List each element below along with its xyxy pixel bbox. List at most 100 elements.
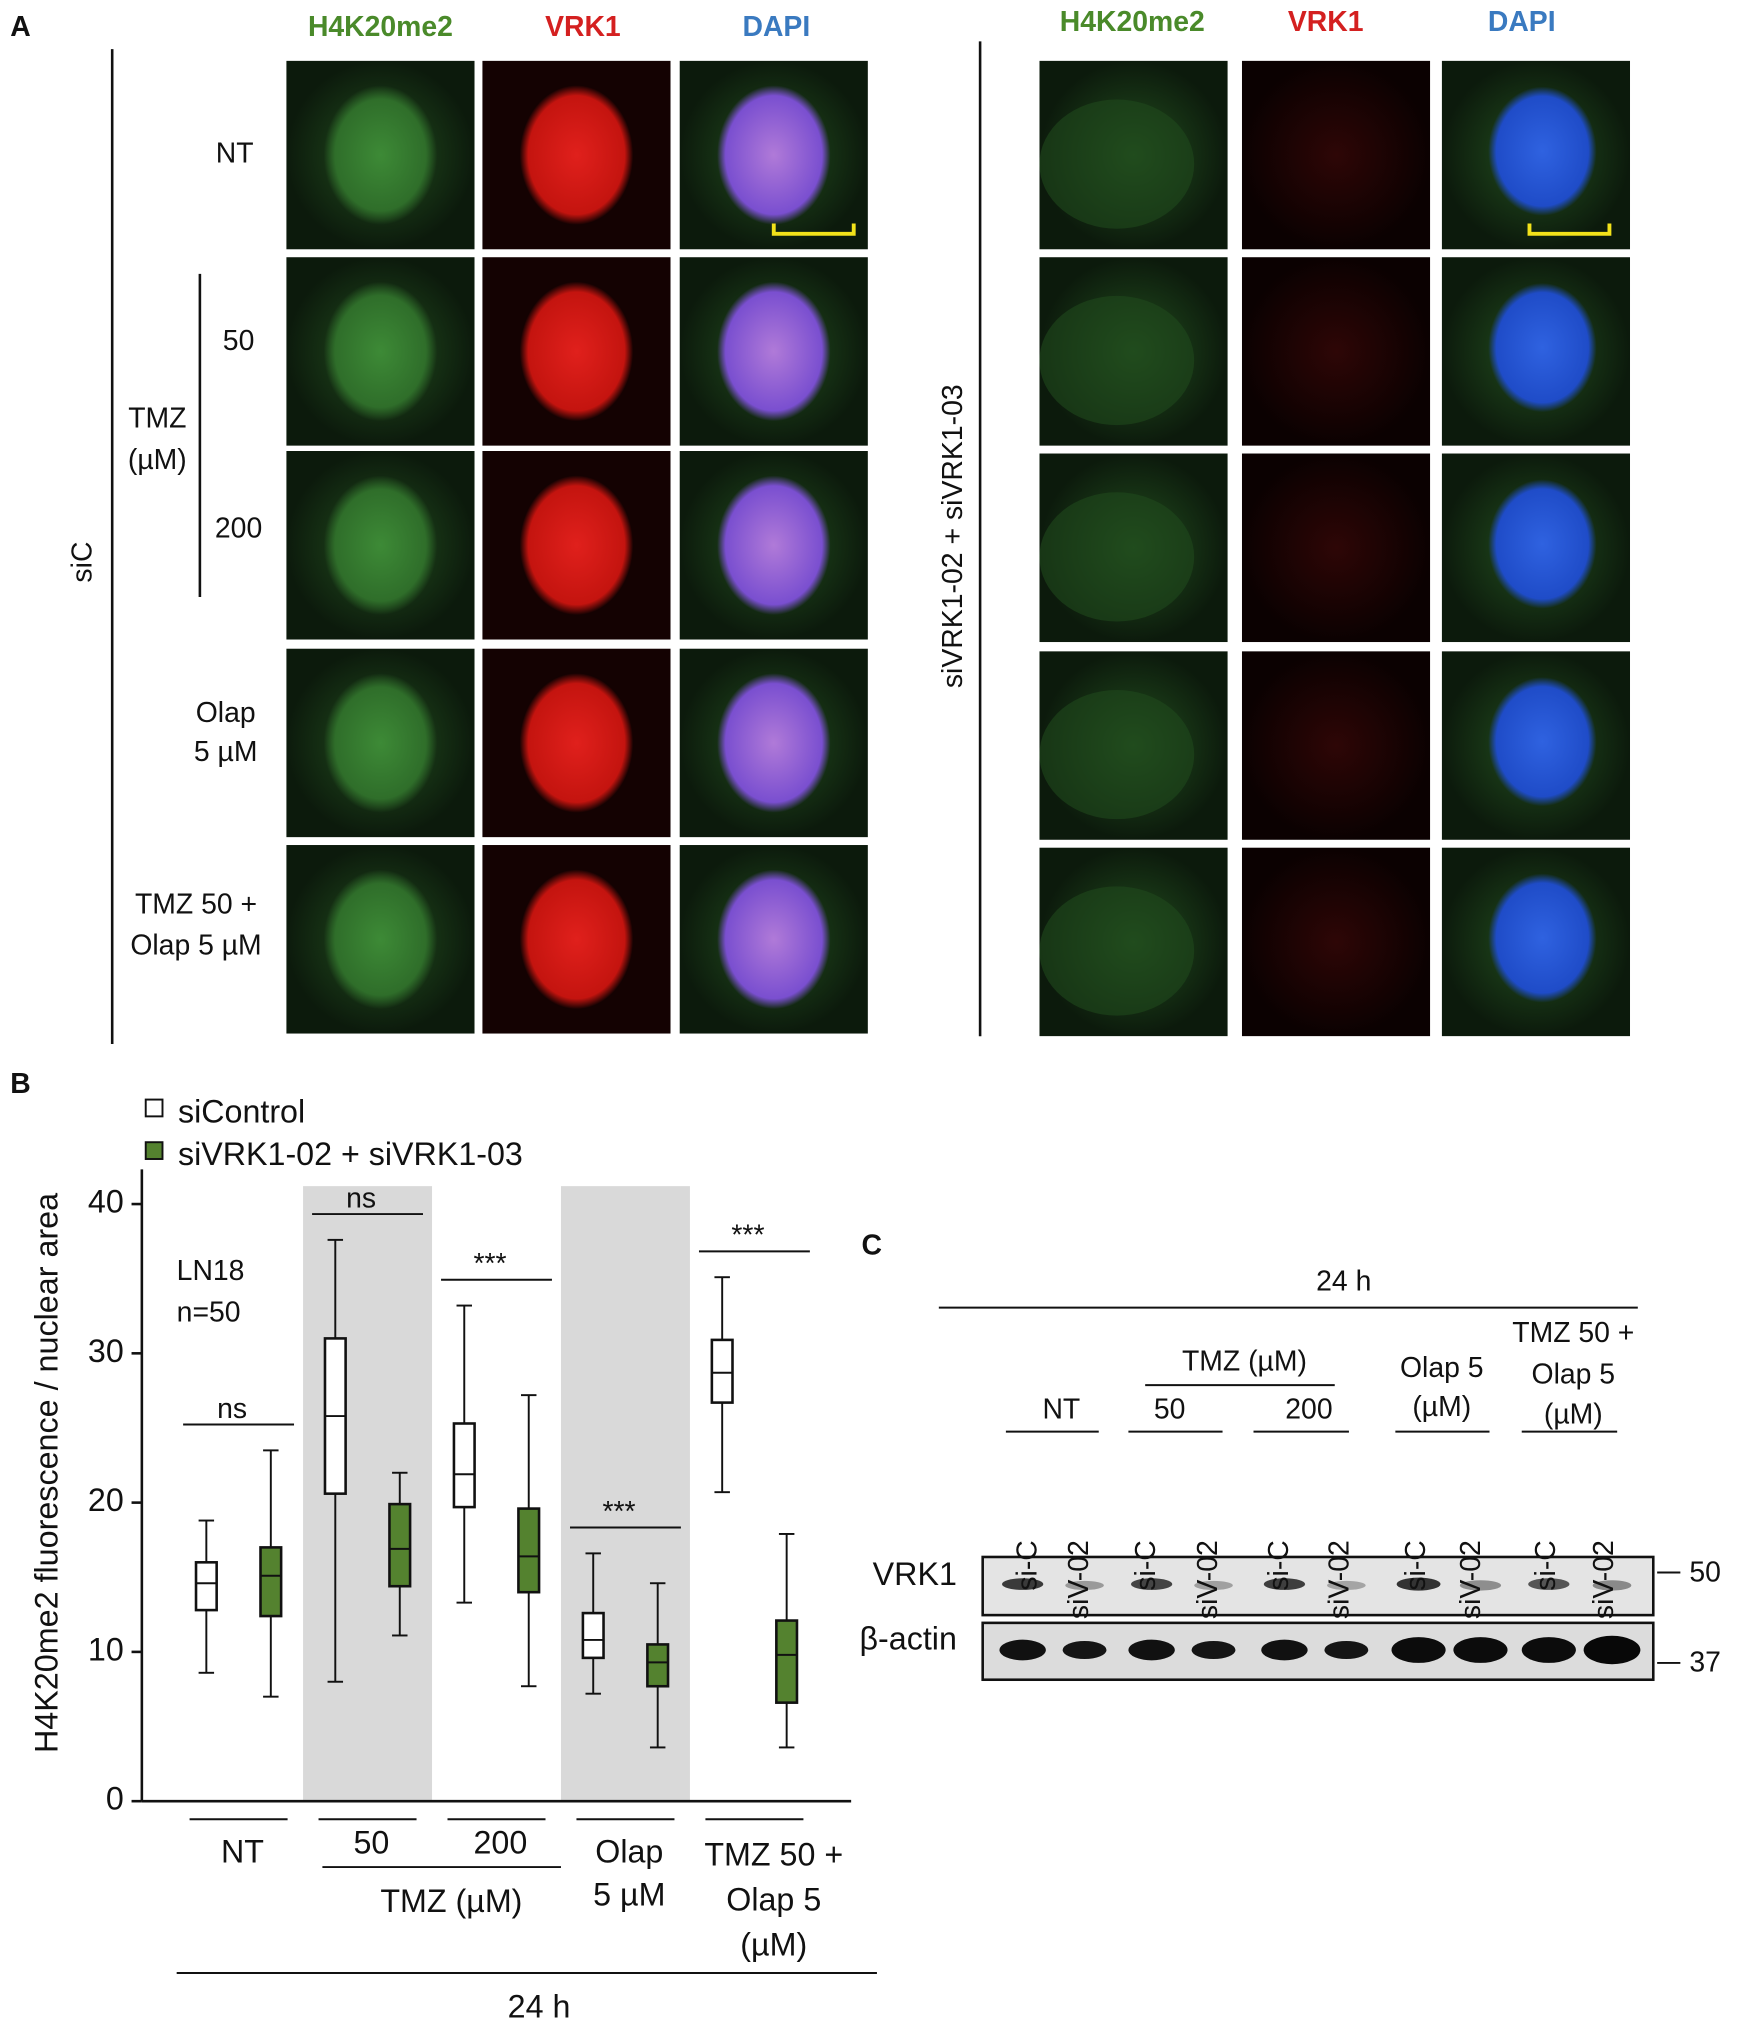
band [1521, 1637, 1576, 1663]
micrograph [1441, 257, 1631, 446]
micrograph [1039, 651, 1228, 840]
time-label: 24 h [1316, 1266, 1371, 1298]
row-label: TMZ 50 + [135, 888, 257, 920]
scale-bar [771, 223, 856, 236]
row-label: 200 [215, 512, 262, 544]
x-group-label: TMZ (µM) [380, 1883, 522, 1919]
micrograph [1441, 60, 1631, 250]
micrograph [679, 648, 868, 838]
box [775, 1619, 799, 1704]
box [646, 1643, 670, 1688]
significance-label: ns [346, 1182, 376, 1214]
column-header: DAPI [742, 11, 810, 43]
x-tick-label: TMZ 50 + [704, 1836, 843, 1872]
marker-label: 50 [1689, 1556, 1721, 1588]
significance-label: ns [217, 1393, 247, 1425]
column-header: H4K20me2 [308, 11, 453, 43]
micrograph [482, 60, 671, 250]
group-label: Olap 5 [1532, 1359, 1616, 1391]
footer: 24 h [508, 1989, 571, 2025]
row-label: TMZ [128, 402, 186, 434]
annotation: LN18 [177, 1255, 245, 1287]
significance-label: *** [731, 1220, 764, 1252]
micrograph [482, 845, 671, 1034]
micrograph [679, 845, 868, 1034]
box [259, 1546, 283, 1618]
x-tick-label: NT [221, 1834, 264, 1870]
micrograph [1039, 847, 1228, 1037]
lane-label: si-C [1130, 1540, 1162, 1590]
micrograph [1441, 651, 1631, 840]
band [1263, 1578, 1306, 1590]
micrograph [1039, 257, 1228, 446]
band [1130, 1578, 1173, 1590]
row-label: (µM) [128, 444, 187, 476]
band [1191, 1640, 1236, 1660]
micrograph [286, 648, 475, 838]
box [517, 1507, 541, 1594]
y-tick-label: 40 [88, 1184, 124, 1220]
micrograph [1039, 60, 1228, 250]
micrograph [1241, 651, 1431, 840]
micrograph [1039, 453, 1228, 643]
bands [999, 1577, 1641, 1665]
micrograph [1241, 257, 1431, 446]
lane-label: si-C [1400, 1540, 1432, 1590]
micrograph [1241, 847, 1431, 1037]
lane-label: siV-02 [1588, 1540, 1620, 1619]
group-label: TMZ 50 + [1512, 1317, 1634, 1349]
significance-label: *** [473, 1248, 506, 1280]
band [1459, 1580, 1502, 1591]
micrograph [679, 450, 868, 640]
micrograph [482, 648, 671, 838]
western-blot: C 24 h TMZ (µM) NT 50 200 Olap 5 (µM) TM… [860, 1229, 1721, 1682]
micrograph [286, 450, 475, 640]
legend-label: siVRK1-02 + siVRK1-03 [178, 1136, 523, 1172]
box-plot: B H4K20me2 fluorescence / nuclear area L… [10, 1068, 877, 2025]
group-label: siC [66, 542, 98, 583]
annotation: n=50 [177, 1297, 241, 1329]
group-label: 200 [1285, 1393, 1332, 1425]
band [1391, 1637, 1446, 1663]
row-label: β-actin [860, 1620, 957, 1656]
micrograph [1241, 60, 1431, 250]
panel-label: A [10, 11, 30, 43]
micrograph [286, 257, 475, 446]
group-label: 50 [1154, 1393, 1186, 1425]
shaded-band [560, 1186, 690, 1802]
row-label: Olap [196, 697, 256, 729]
y-tick-label: 30 [88, 1333, 124, 1369]
scale-bar [1527, 223, 1612, 236]
micrograph [482, 257, 671, 446]
row-label: 5 µM [194, 736, 258, 768]
box [710, 1338, 734, 1404]
column-header: DAPI [1488, 6, 1556, 38]
x-tick-label: 50 [353, 1825, 389, 1861]
band [1528, 1578, 1570, 1590]
y-axis-label: H4K20me2 fluorescence / nuclear area [29, 1193, 65, 1753]
band [1128, 1639, 1175, 1661]
micrograph [286, 60, 475, 250]
micrograph [1441, 453, 1631, 643]
box [581, 1611, 605, 1660]
lane-label: siV-02 [1063, 1540, 1095, 1619]
band [1002, 1578, 1044, 1590]
group-label: NT [1042, 1393, 1080, 1425]
lane-label: siV-02 [1455, 1540, 1487, 1619]
panel-label: B [10, 1068, 30, 1100]
row-label: NT [216, 138, 254, 170]
box [388, 1502, 412, 1588]
band [1583, 1635, 1641, 1665]
group-label: siVRK1-02 + siVRK1-03 [937, 384, 969, 688]
row-label: VRK1 [873, 1556, 957, 1592]
panel-label: C [861, 1229, 881, 1261]
y-tick-label: 20 [88, 1482, 124, 1518]
band [1261, 1639, 1308, 1661]
legend-swatch [144, 1098, 164, 1118]
band [1324, 1640, 1369, 1660]
x-tick-label: Olap 5 [726, 1881, 821, 1917]
y-tick-label: 0 [106, 1781, 124, 1817]
legend-swatch [144, 1141, 164, 1160]
lane-label: siV-02 [1324, 1540, 1356, 1619]
lane-label: siV-02 [1192, 1540, 1224, 1619]
